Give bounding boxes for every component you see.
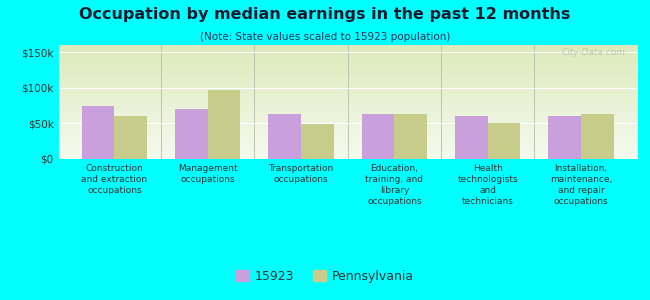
Bar: [395, 114, 427, 159]
Bar: [175, 109, 208, 159]
Text: (Note: State values scaled to 15923 population): (Note: State values scaled to 15923 popu…: [200, 32, 450, 41]
Bar: [208, 90, 240, 159]
Bar: [301, 124, 333, 159]
Bar: [114, 116, 147, 159]
Bar: [581, 114, 614, 159]
Bar: [82, 106, 114, 159]
Bar: [455, 116, 488, 159]
Text: City-Data.com: City-Data.com: [562, 48, 625, 57]
Bar: [268, 114, 301, 159]
Bar: [362, 114, 395, 159]
Legend: 15923, Pennsylvania: 15923, Pennsylvania: [231, 265, 419, 288]
Bar: [488, 123, 521, 159]
Bar: [549, 116, 581, 159]
Text: Occupation by median earnings in the past 12 months: Occupation by median earnings in the pas…: [79, 8, 571, 22]
